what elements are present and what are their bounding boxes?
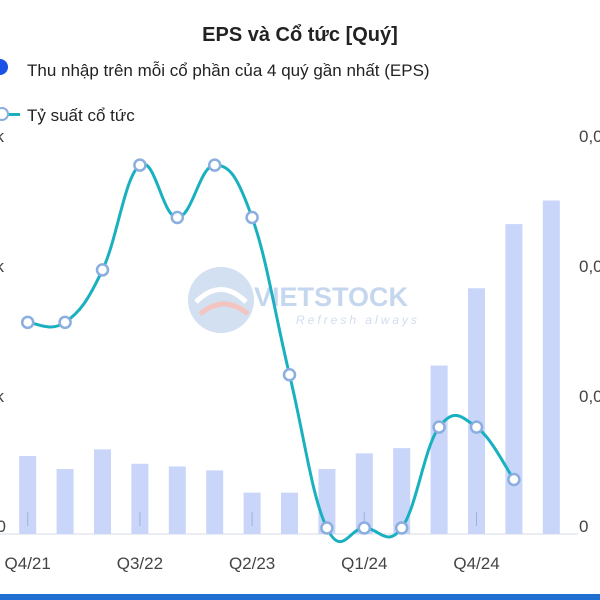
- vietstock-watermark: VIETSTOCK Refresh always: [188, 267, 420, 333]
- eps-bar[interactable]: [355, 453, 373, 534]
- eps-legend-marker[interactable]: [0, 59, 8, 75]
- watermark-globe-icon: [188, 267, 254, 333]
- yield-point[interactable]: [95, 263, 110, 277]
- left-axis-tick-label: 0: [0, 517, 6, 536]
- eps-bar[interactable]: [168, 466, 186, 534]
- yield-point[interactable]: [469, 420, 484, 434]
- yield-point[interactable]: [432, 420, 446, 434]
- eps-bar[interactable]: [94, 449, 111, 534]
- yield-point[interactable]: [394, 521, 409, 535]
- eps-bar[interactable]: [131, 463, 149, 534]
- x-tick-label: Q4/21: [5, 554, 51, 573]
- chart-title: EPS và Cổ tức [Quý]: [202, 24, 398, 46]
- right-axis-tick-label: 0,0: [579, 387, 600, 406]
- eps-bar[interactable]: [281, 492, 298, 534]
- yield-point[interactable]: [170, 210, 185, 225]
- yield-point[interactable]: [58, 315, 72, 330]
- yield-point[interactable]: [245, 210, 259, 225]
- eps-bar[interactable]: [19, 455, 37, 534]
- x-tick-label: Q4/24: [453, 554, 499, 573]
- yield-point[interactable]: [320, 521, 334, 535]
- eps-bar[interactable]: [505, 224, 523, 534]
- yield-point[interactable]: [507, 472, 521, 487]
- yield-point[interactable]: [133, 158, 147, 172]
- yield-legend-marker: [0, 107, 9, 121]
- eps-bar[interactable]: [542, 200, 560, 535]
- left-axis-tick-label: k: [0, 257, 5, 276]
- right-axis-tick-label: 0: [579, 517, 588, 536]
- legend-item-eps[interactable]: Thu nhập trên mỗi cổ phần của 4 quý gần …: [27, 61, 430, 80]
- left-axis-tick-label: k: [0, 387, 5, 406]
- right-axis-tick-label: 0,0: [579, 127, 600, 146]
- eps-bar[interactable]: [468, 288, 485, 534]
- eps-bar[interactable]: [56, 469, 74, 534]
- x-tick-label: Q1/24: [341, 554, 387, 573]
- legend: Thu nhập trên mỗi cổ phần của 4 quý gần …: [0, 0, 600, 130]
- watermark-brand: VIETSTOCK: [254, 282, 409, 312]
- eps-bar[interactable]: [430, 365, 448, 534]
- legend-item-yield[interactable]: Tỷ suất cổ tức: [27, 106, 135, 125]
- yield-point[interactable]: [282, 367, 297, 382]
- eps-bar[interactable]: [393, 448, 411, 534]
- x-tick-label: Q3/22: [117, 554, 163, 573]
- eps-bar[interactable]: [206, 470, 224, 534]
- yield-point[interactable]: [20, 315, 35, 330]
- right-axis-tick-label: 0,0: [579, 257, 600, 276]
- yield-legend-line: [0, 113, 20, 116]
- watermark-tagline: Refresh always: [296, 313, 420, 327]
- x-tick-label: Q2/23: [229, 554, 275, 573]
- yield-point[interactable]: [207, 158, 222, 172]
- yield-line[interactable]: [27, 162, 516, 544]
- yield-point[interactable]: [357, 521, 372, 535]
- left-axis-tick-label: k: [0, 127, 5, 146]
